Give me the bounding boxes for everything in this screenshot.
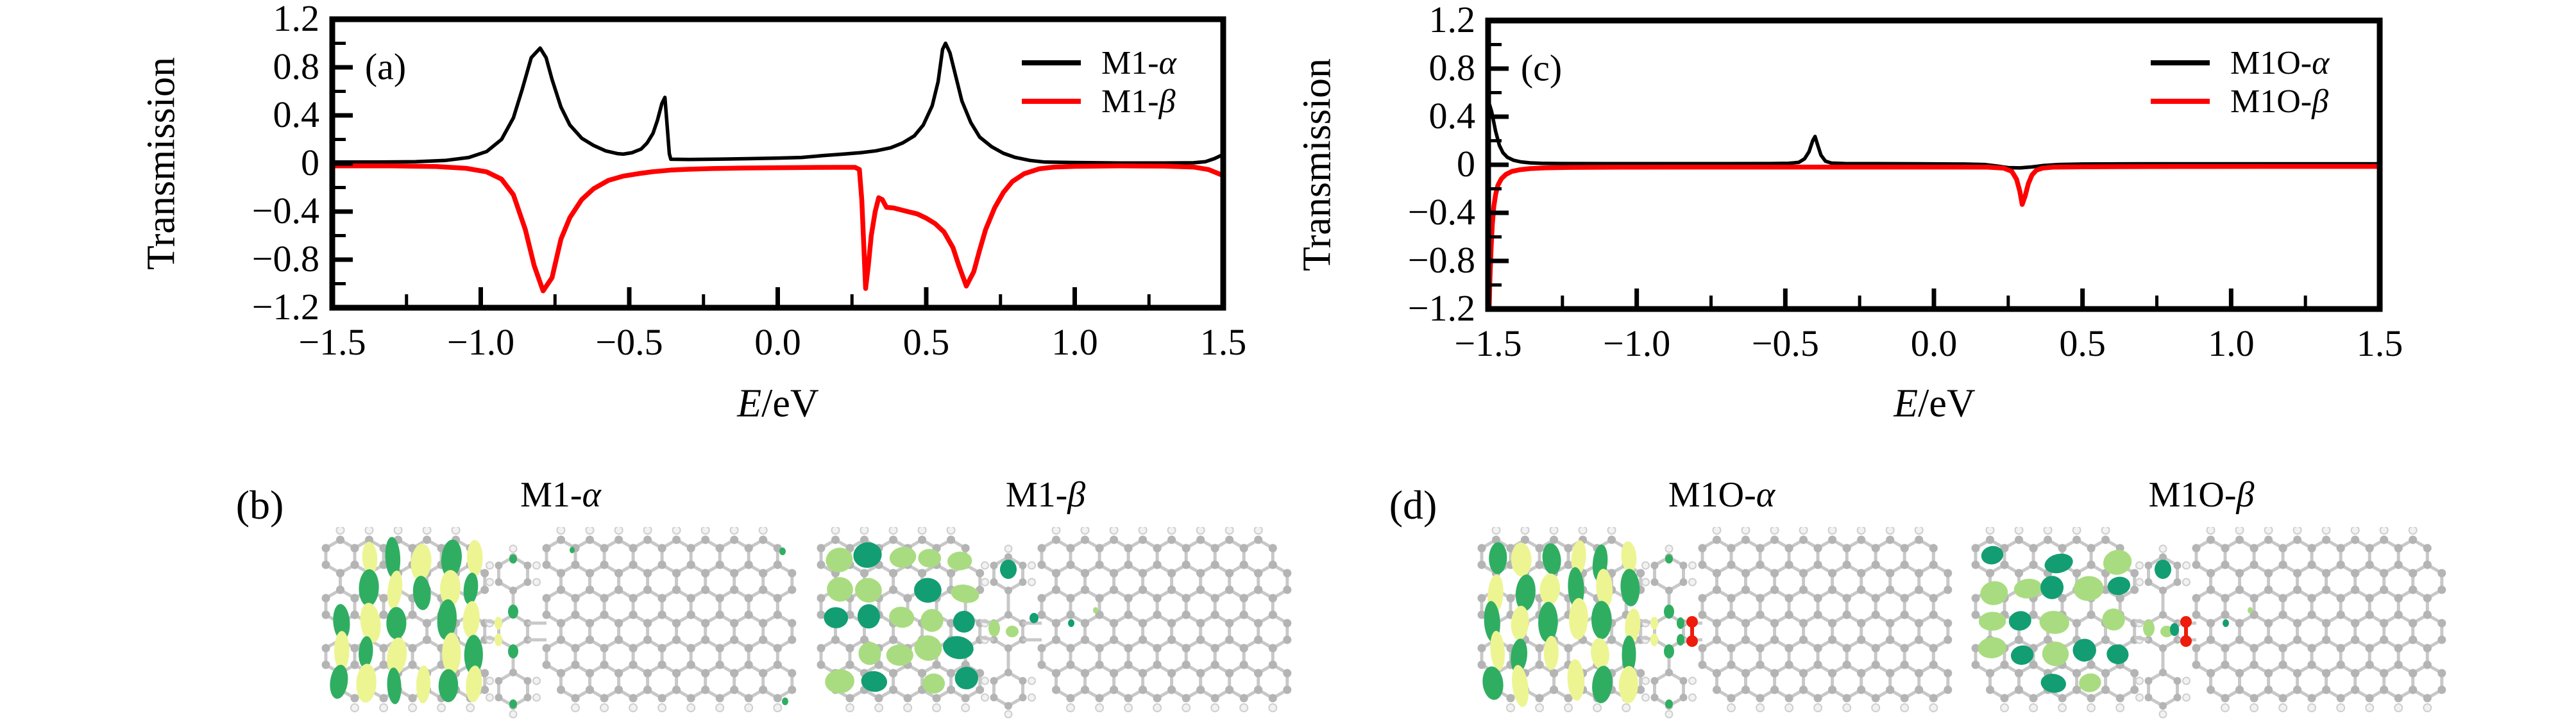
legend-line-m1o-beta (2151, 99, 2210, 104)
x-tick-label: −1.0 (446, 321, 515, 363)
y-tick-label: 0 (301, 142, 319, 183)
x-axis-label-c-symbol: E (1894, 381, 1919, 426)
y-tick-label: 0.4 (273, 94, 320, 135)
x-tick-label: 1.5 (1199, 321, 1247, 363)
molecule-title-m1o-beta: M1O-β (2149, 474, 2255, 515)
x-axis-label-a: E/eV (737, 381, 818, 427)
series-M1-beta (335, 163, 1221, 294)
y-tick-label: −0.4 (251, 190, 319, 231)
x-tick-label: −0.5 (595, 321, 663, 363)
legend-entry-m1-beta: M1-β (1022, 81, 1175, 122)
x-tick-label: 0.0 (754, 321, 801, 363)
legend-label-prefix: M1- (1101, 83, 1159, 120)
y-tick-label: −1.2 (251, 286, 319, 328)
molecule-title-m1-alpha: M1-α (520, 474, 601, 515)
legend-line-m1-beta (1022, 99, 1081, 104)
x-tick-label: −0.5 (1751, 322, 1819, 364)
x-axis-label-c-unit: /eV (1918, 381, 1976, 426)
legend-line-m1o-alpha (2151, 60, 2210, 65)
plot-series-c (1491, 102, 2377, 306)
isosurface-lobes (330, 537, 788, 708)
x-axis-label-a-unit: /eV (761, 381, 819, 426)
x-axis-label-c: E/eV (1894, 381, 1975, 427)
molecule-title-prefix: M1- (520, 475, 582, 515)
x-tick-label: 1.0 (1051, 321, 1098, 363)
legend-label-m1-alpha: M1-α (1101, 44, 1176, 82)
plot-frame-a (329, 16, 1226, 311)
legend-label-prefix: M1O- (2230, 44, 2312, 81)
molecule-isosurface-m1-beta (817, 527, 1292, 719)
x-tick-label: 1.0 (2208, 322, 2255, 364)
molecule-isosurface-m1o-beta (1971, 527, 2446, 719)
x-tick-label: −1.0 (1603, 322, 1671, 364)
molecule-title-greek: α (582, 475, 601, 515)
x-tick-label: −1.5 (1454, 322, 1522, 364)
molecule-title-prefix: M1O- (2148, 475, 2237, 515)
x-tick-label: 0.0 (1910, 322, 1958, 364)
legend-label-greek: β (2312, 83, 2329, 120)
y-tick-label: 0.8 (1428, 47, 1476, 88)
transmission-plots-canvas (329, 16, 2383, 312)
isosurface-lobes (1482, 540, 1684, 708)
x-tick-label: 0.5 (2059, 322, 2106, 364)
y-tick-label: 1.2 (1428, 0, 1476, 40)
series-M1O-alpha (1491, 102, 2377, 170)
graphene-lattice (817, 527, 1292, 719)
panel-label-a: (a) (364, 46, 407, 88)
molecule-title-greek: β (1067, 475, 1086, 515)
isosurface-lobes (1978, 546, 2253, 693)
legend-label-greek: α (1158, 44, 1176, 81)
molecule-title-m1-beta: M1-β (1006, 474, 1085, 515)
legend-label-prefix: M1O- (2230, 83, 2312, 120)
plot-series-a (335, 41, 1221, 294)
y-axis-label-c: Transmission (1295, 58, 1339, 271)
x-axis-label-a-symbol: E (737, 381, 762, 426)
plot-frame-c (1485, 17, 2383, 312)
oxygen-highlight (2180, 616, 2192, 647)
legend-label-m1o-beta: M1O-β (2230, 83, 2328, 121)
legend-label-greek: β (1158, 83, 1176, 120)
molecule-isosurface-m1-alpha (321, 527, 797, 719)
panel-label-b: (b) (235, 482, 284, 528)
y-tick-label: −0.8 (251, 238, 319, 280)
x-tick-label: 0.5 (902, 321, 950, 363)
legend-entry-m1o-alpha: M1O-α (2151, 42, 2329, 83)
legend-entry-m1o-beta: M1O-β (2151, 81, 2328, 122)
panel-label-c: (c) (1520, 47, 1563, 89)
legend-label-prefix: M1- (1101, 44, 1159, 81)
panel-label-d: (d) (1389, 482, 1437, 528)
molecule-title-greek: β (2236, 475, 2255, 515)
molecule-title-m1o-alpha: M1O-α (1668, 474, 1775, 515)
y-tick-label: 0.4 (1428, 95, 1476, 137)
graphene-lattice (1971, 527, 2446, 719)
oxygen-highlight (1686, 616, 1698, 647)
y-axis-label-a: Transmission (139, 57, 183, 270)
legend-label-greek: α (2312, 44, 2330, 81)
axis-ticks-a (330, 17, 1226, 310)
molecule-title-prefix: M1- (1005, 475, 1068, 515)
x-tick-label: −1.5 (298, 321, 366, 363)
series-M1-alpha (335, 41, 1221, 165)
legend-label-m1o-alpha: M1O-α (2230, 44, 2329, 82)
y-tick-label: 0 (1457, 143, 1475, 185)
molecule-isosurface-m1o-alpha (1477, 527, 1953, 719)
y-tick-label: −0.8 (1407, 239, 1475, 281)
x-tick-label: 1.5 (2356, 322, 2403, 364)
axis-ticks-c (1486, 18, 2382, 312)
molecule-title-greek: α (1756, 475, 1775, 515)
y-tick-label: −0.4 (1407, 191, 1475, 233)
legend-label-m1-beta: M1-β (1101, 83, 1175, 121)
legend-line-m1-alpha (1022, 60, 1081, 65)
y-tick-label: 0.8 (273, 46, 320, 87)
y-tick-label: 1.2 (273, 0, 320, 39)
molecule-title-prefix: M1O- (1668, 475, 1756, 515)
isosurface-lobes (824, 542, 1098, 694)
y-tick-label: −1.2 (1407, 287, 1475, 329)
legend-entry-m1-alpha: M1-α (1022, 42, 1176, 83)
